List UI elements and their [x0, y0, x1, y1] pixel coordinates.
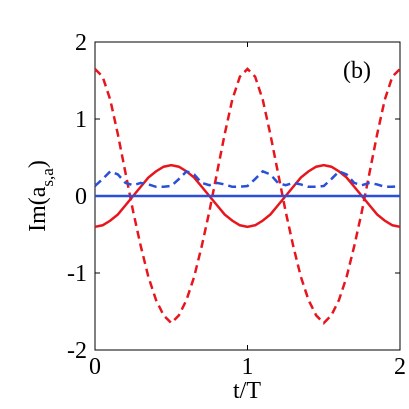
y-label-part: ) [25, 160, 51, 168]
x-tick-label: 0 [89, 354, 101, 380]
y-tick-label: -2 [67, 338, 87, 364]
y-tick-label: 2 [75, 30, 87, 56]
y-tick-label: 1 [75, 107, 87, 133]
y-axis-label: Im(as,a) [25, 160, 57, 232]
y-tick-label: -1 [67, 261, 87, 287]
annotation: (b) [343, 58, 371, 84]
line-series [94, 169, 401, 189]
x-tick-label: 2 [394, 354, 406, 380]
line-series [94, 163, 401, 229]
y-tick-label: 0 [75, 184, 87, 210]
line-series [94, 67, 401, 325]
y-label-sub: s,a [38, 168, 57, 187]
x-axis-label: t/T [233, 378, 261, 404]
x-tick-label: 1 [242, 354, 254, 380]
y-label-part: Im(a [25, 186, 51, 232]
